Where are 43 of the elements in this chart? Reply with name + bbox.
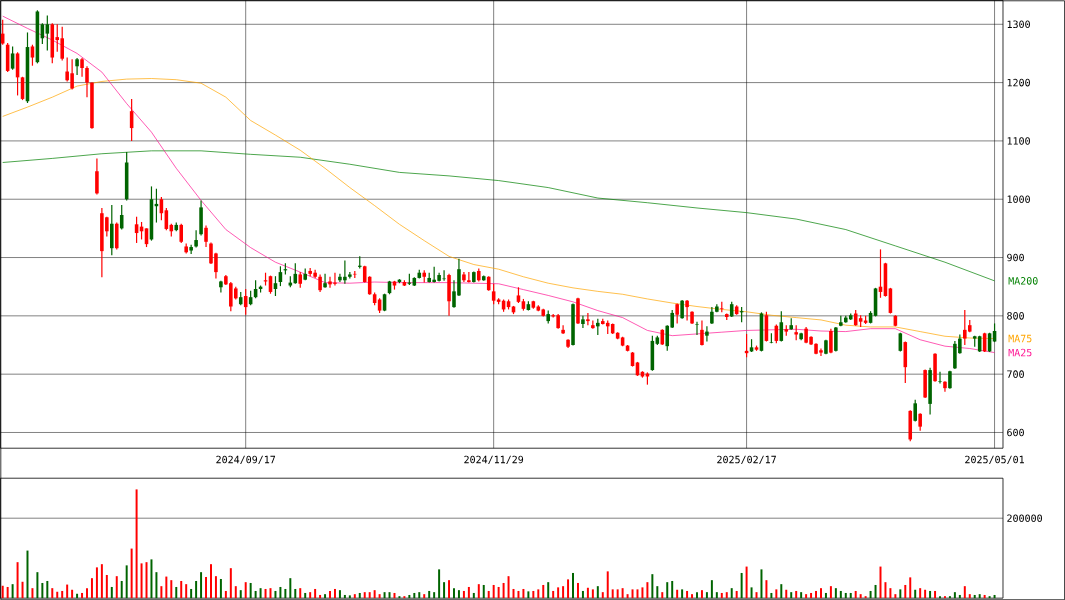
x-tick-label: 2024/09/17	[216, 455, 276, 465]
x-tick-label: 2025/05/01	[965, 455, 1024, 465]
y-tick-label: 1200	[1007, 78, 1030, 87]
candlestick	[467, 271, 471, 284]
candlestick	[586, 312, 590, 326]
candlestick	[829, 328, 833, 354]
candlestick	[685, 299, 689, 322]
candlestick	[581, 315, 585, 329]
y-tick-label: 1100	[1007, 137, 1030, 145]
y-tick-label: 800	[1007, 311, 1024, 320]
y-tick-label: 600	[1007, 428, 1024, 437]
candlestick	[80, 57, 84, 78]
candlestick	[591, 319, 595, 330]
series-label: MA200	[1008, 276, 1038, 285]
candlestick	[680, 299, 684, 320]
candlestick	[30, 44, 35, 67]
candlestick	[700, 319, 704, 347]
candlestick	[189, 244, 193, 255]
y-tick-label: 1000	[1007, 195, 1030, 203]
candlestick	[938, 371, 942, 385]
candlestick	[45, 14, 50, 52]
candlestick	[695, 321, 699, 336]
y-tick-label: 200000	[1007, 514, 1042, 522]
candlestick	[323, 273, 327, 289]
candlestick	[85, 65, 89, 98]
candlestick	[194, 229, 198, 249]
y-tick-label: 700	[1007, 370, 1024, 378]
candlestick	[75, 57, 79, 76]
candlestick	[834, 326, 838, 352]
y-tick-label: 900	[1007, 253, 1024, 262]
candlestick	[95, 157, 99, 196]
x-tick-label: 2025/02/17	[717, 455, 776, 465]
candlestick	[204, 224, 208, 248]
candlestick	[561, 324, 565, 335]
candlestick	[119, 204, 124, 231]
y-tick-label: 1300	[1007, 20, 1030, 28]
candlestick	[705, 325, 709, 343]
candlestick	[491, 283, 496, 305]
series-label: MA25	[1008, 348, 1032, 357]
x-tick-label: 2024/11/29	[464, 455, 524, 465]
line-series	[2, 150, 995, 282]
series-label: MA75	[1008, 334, 1032, 343]
candlestick	[179, 223, 184, 244]
